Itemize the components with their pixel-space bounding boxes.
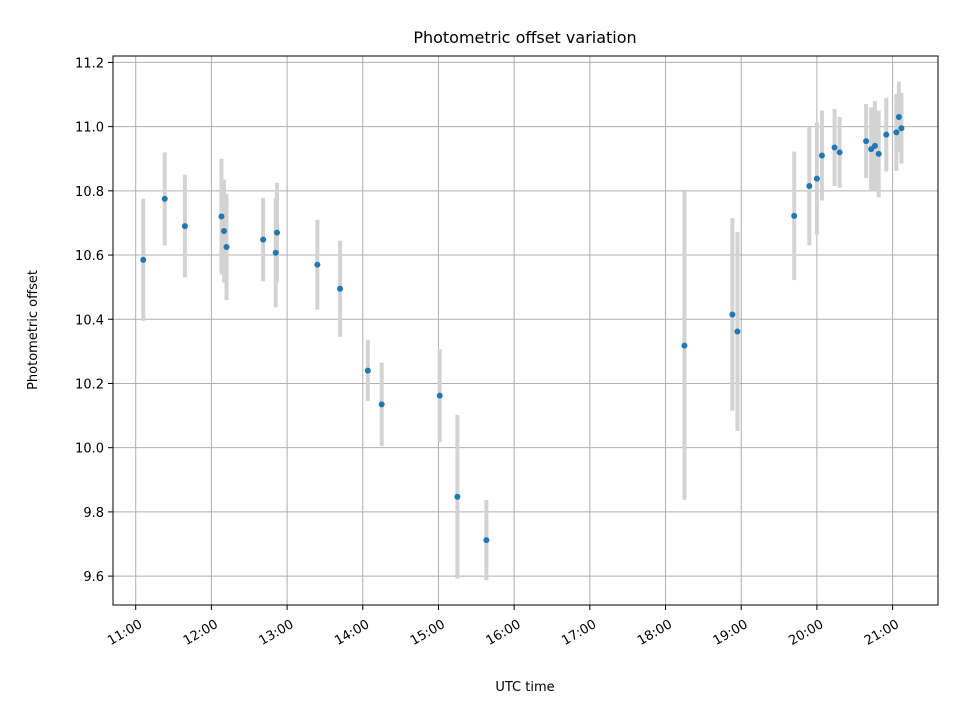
x-tick-label: 15:00 <box>408 617 448 649</box>
y-tick-label: 10.4 <box>75 313 104 328</box>
data-point <box>364 367 371 374</box>
x-tick-label: 14:00 <box>332 617 372 649</box>
data-point <box>895 114 902 120</box>
data-points <box>140 114 905 544</box>
x-tick-label: 17:00 <box>559 617 599 649</box>
y-tick-label: 10.0 <box>75 442 104 457</box>
data-point <box>218 213 225 220</box>
data-point <box>791 212 798 219</box>
data-point <box>140 256 147 263</box>
y-tick-label: 9.8 <box>83 506 104 521</box>
x-tick-label: 21:00 <box>862 617 902 649</box>
data-point <box>898 125 905 132</box>
y-tick-label: 9.6 <box>83 570 104 585</box>
data-point <box>813 175 820 182</box>
data-point <box>221 227 228 234</box>
x-tick-label: 18:00 <box>635 617 675 649</box>
y-tick-label: 10.2 <box>75 377 104 392</box>
y-tick-label: 11.0 <box>75 121 104 136</box>
data-point <box>483 537 490 544</box>
x-tick-label: 19:00 <box>711 617 751 649</box>
data-point <box>875 150 882 157</box>
data-point <box>806 183 813 190</box>
y-axis-label: Photometric offset <box>26 270 41 390</box>
data-point <box>734 328 741 335</box>
data-point <box>454 493 461 500</box>
data-point <box>181 223 188 230</box>
data-point <box>436 392 443 399</box>
x-axis-label: UTC time <box>495 680 554 695</box>
data-point <box>836 149 843 156</box>
y-tick-label: 11.2 <box>75 56 104 71</box>
y-axis-ticks: 9.6 9.8 10.0 10.2 10.4 10.6 10.8 11.0 11.2 <box>75 56 113 585</box>
data-point <box>260 236 267 243</box>
chart-title: Photometric offset variation <box>413 28 636 47</box>
y-tick-label: 10.6 <box>75 249 104 264</box>
data-point <box>863 138 870 145</box>
data-point <box>681 342 688 349</box>
data-point <box>818 152 825 159</box>
data-point <box>893 129 900 136</box>
x-axis-ticks: 11:00 12:00 13:00 14:00 15:00 16:00 17:00 18:00… <box>105 605 902 649</box>
y-tick-label: 10.8 <box>75 185 104 200</box>
data-point <box>831 144 838 151</box>
grid-lines <box>113 56 938 605</box>
data-point <box>314 261 321 268</box>
x-tick-label: 16:00 <box>484 617 524 649</box>
data-point <box>337 285 344 292</box>
data-point <box>729 311 736 318</box>
data-point <box>223 244 230 251</box>
x-tick-label: 13:00 <box>257 617 297 649</box>
error-bars <box>141 81 904 581</box>
data-point <box>871 142 878 149</box>
x-tick-label: 11:00 <box>105 617 145 649</box>
data-point <box>161 195 168 202</box>
x-tick-label: 20:00 <box>786 617 826 649</box>
data-point <box>273 229 280 236</box>
plot-frame <box>112 55 939 606</box>
data-point <box>272 249 279 256</box>
data-point <box>378 401 385 408</box>
data-point <box>883 131 890 138</box>
x-tick-label: 12:00 <box>181 617 221 649</box>
